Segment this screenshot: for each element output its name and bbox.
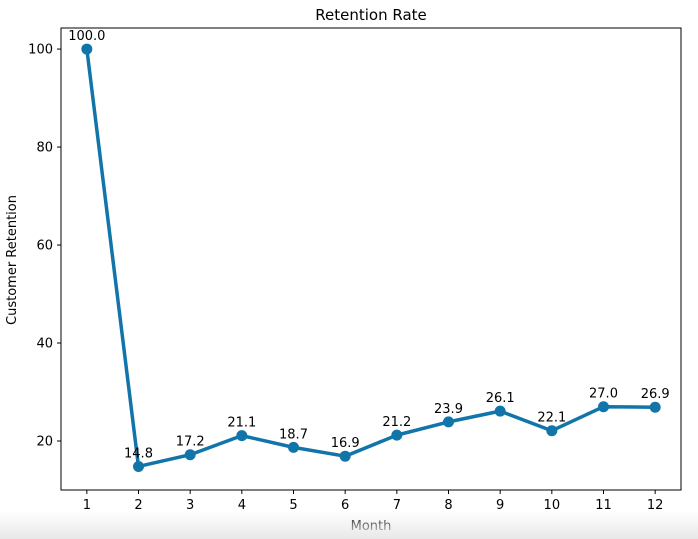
x-axis-label: Month: [351, 519, 392, 534]
x-tick-label: 2: [134, 498, 142, 513]
data-point: [391, 429, 403, 441]
x-tick-label: 5: [289, 498, 297, 513]
x-tick-label: 8: [444, 498, 452, 513]
y-tick-label: 20: [36, 435, 53, 450]
x-tick-label: 3: [186, 498, 194, 513]
data-point: [184, 449, 196, 461]
data-point: [133, 460, 144, 472]
x-tick-label: 6: [341, 498, 349, 513]
y-tick-label: 80: [36, 141, 53, 156]
data-label: 18.7: [279, 427, 308, 442]
data-label: 27.0: [589, 387, 618, 402]
x-tick-label: 11: [595, 498, 612, 513]
data-point: [649, 401, 661, 413]
data-label: 23.9: [434, 402, 463, 417]
data-point: [339, 450, 351, 462]
data-point: [236, 430, 248, 442]
series-line: [85, 47, 657, 469]
data-label: 100.0: [68, 29, 105, 44]
y-tick-label: 100: [28, 43, 53, 58]
x-tick-label: 12: [647, 498, 664, 513]
plot-area-frame: [60, 27, 682, 491]
data-label: 21.1: [227, 416, 256, 431]
data-label: 26.9: [641, 387, 670, 402]
x-tick-label: 7: [393, 498, 401, 513]
chart-title: Retention Rate: [315, 6, 427, 24]
y-tick-label: 40: [36, 337, 53, 352]
data-label: 16.9: [331, 436, 360, 451]
data-labels: 100.0 14.8 17.2 21.1 18.7 16.9 21.2 23.9 26.1 22.…: [68, 29, 669, 461]
y-tick-label: 60: [36, 239, 53, 254]
data-label: 17.2: [176, 435, 205, 450]
series-markers: [81, 43, 661, 472]
data-point: [546, 425, 558, 437]
y-axis-label: Customer Retention: [5, 195, 20, 325]
data-label: 14.8: [124, 446, 153, 461]
data-point: [288, 441, 299, 453]
data-point: [443, 416, 454, 428]
x-tick-label: 9: [496, 498, 504, 513]
x-tick-label: 10: [544, 498, 561, 513]
data-label: 21.2: [382, 415, 411, 430]
data-point: [494, 405, 506, 417]
x-tick-label: 4: [238, 498, 246, 513]
data-label: 26.1: [486, 391, 515, 406]
x-axis-ticks: 1 2 3 4 5 6 7 8 9 10 11 12: [83, 490, 664, 513]
data-label: 22.1: [537, 411, 566, 426]
data-point: [598, 401, 609, 413]
data-point: [81, 43, 93, 55]
y-axis-ticks: 20 40 60 80 100: [28, 43, 61, 450]
x-tick-label: 1: [83, 498, 91, 513]
